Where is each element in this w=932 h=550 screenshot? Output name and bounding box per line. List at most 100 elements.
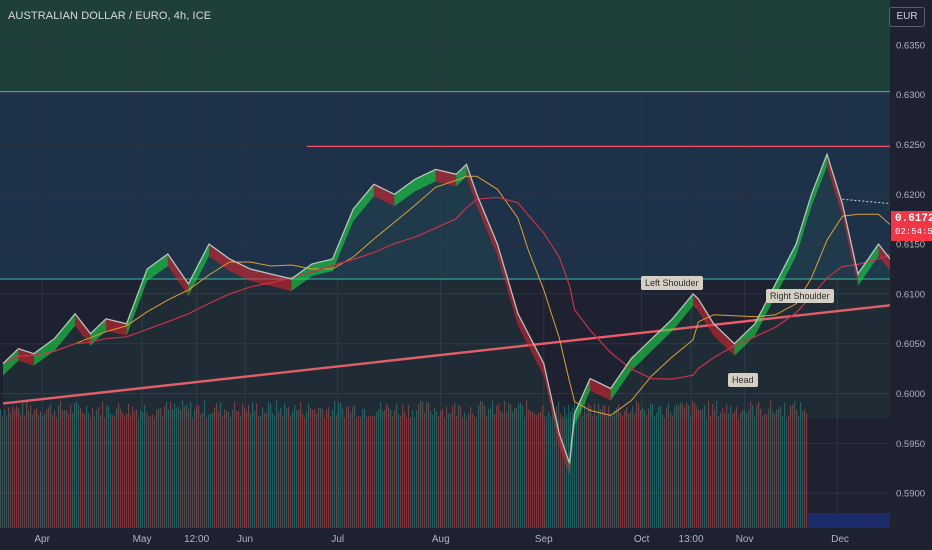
left-shoulder-label[interactable]: Left Shoulder — [641, 276, 703, 290]
volume-bar — [440, 411, 442, 528]
volume-bar — [702, 409, 704, 528]
volume-bar — [248, 404, 250, 528]
volume-bar — [470, 407, 472, 528]
y-tick-label: 0.5950 — [896, 439, 925, 450]
volume-bar — [566, 414, 568, 528]
volume-bar — [512, 411, 514, 528]
volume-bar — [498, 403, 500, 528]
volume-bar — [454, 402, 456, 528]
volume-bar — [284, 403, 286, 528]
volume-bar — [422, 401, 424, 528]
volume-bar — [598, 403, 600, 528]
volume-bar — [522, 405, 524, 528]
grid-lines — [0, 0, 890, 528]
volume-bar — [562, 416, 564, 528]
volume-bar — [442, 408, 444, 528]
volume-legend-box — [808, 513, 890, 528]
volume-bar — [188, 408, 190, 528]
volume-bar — [648, 408, 650, 528]
volume-bar — [232, 409, 234, 528]
volume-bar — [60, 400, 62, 528]
volume-bar — [626, 407, 628, 528]
volume-bar — [482, 402, 484, 528]
volume-bar — [24, 415, 26, 528]
volume-bar — [804, 409, 806, 528]
rising-trendline — [2, 304, 891, 405]
volume-bar — [56, 417, 58, 528]
volume-bar — [48, 407, 50, 528]
head-label[interactable]: Head — [728, 373, 758, 387]
volume-bar — [32, 414, 34, 528]
volume-bar — [0, 409, 2, 528]
volume-bar — [8, 407, 10, 528]
volume-bar — [406, 417, 408, 528]
volume-bar — [212, 412, 214, 528]
price-area — [3, 154, 932, 464]
volume-bar — [620, 412, 622, 528]
ribbon-segment — [827, 154, 843, 217]
volume-bar — [126, 413, 128, 528]
volume-bar — [722, 408, 724, 528]
volume-bar — [40, 411, 42, 528]
volume-bar — [638, 403, 640, 528]
volume-bar — [658, 406, 660, 528]
ribbon-segment — [3, 348, 19, 376]
right-shoulder-label[interactable]: Right Shoulder — [766, 289, 834, 303]
volume-bar — [502, 412, 504, 528]
volume-bar — [742, 410, 744, 528]
volume-bar — [58, 405, 60, 528]
volume-bar — [610, 414, 612, 528]
volume-bar — [764, 413, 766, 528]
volume-bar — [46, 409, 48, 528]
volume-bar — [588, 403, 590, 528]
ribbon-segment — [610, 358, 632, 401]
volume-bar — [546, 416, 548, 528]
volume-bar — [204, 400, 206, 528]
volume-bar — [258, 416, 260, 528]
volume-bar — [672, 415, 674, 528]
volume-bar — [218, 411, 220, 528]
ribbon-segment — [574, 378, 591, 426]
volume-bar — [374, 416, 376, 528]
y-tick-label: 0.5900 — [896, 489, 925, 500]
volume-bar — [4, 410, 6, 528]
volume-bar — [34, 409, 36, 528]
volume-bar — [666, 407, 668, 528]
volume-bar — [74, 402, 76, 528]
volume-bar — [576, 410, 578, 528]
pattern-neckline — [842, 198, 932, 208]
x-tick-label: Aug — [432, 534, 450, 545]
last-price: 0.6172 — [895, 213, 932, 225]
volume-bar — [578, 404, 580, 528]
volume-bar — [464, 412, 466, 528]
volume-bar — [700, 409, 702, 528]
volume-bar — [794, 400, 796, 528]
volume-bar — [602, 405, 604, 528]
volume-bar — [556, 406, 558, 528]
symbol-title: AUSTRALIAN DOLLAR / EURO, 4h, ICE — [8, 10, 212, 22]
volume-bar — [320, 407, 322, 528]
volume-bar — [168, 409, 170, 528]
volume-bar — [118, 402, 120, 528]
volume-bar — [642, 407, 644, 528]
volume-bar — [698, 409, 700, 528]
volume-bar — [688, 405, 690, 528]
volume-bar — [798, 416, 800, 528]
volume-bar — [90, 417, 92, 528]
y-tick-label: 0.6000 — [896, 389, 925, 400]
currency-button[interactable]: EUR — [889, 7, 925, 27]
volume-bar — [142, 411, 144, 528]
volume-bar — [370, 415, 372, 528]
volume-bar — [590, 406, 592, 528]
volume-bar — [542, 405, 544, 528]
volume-bar — [180, 410, 182, 528]
price-axis: 0.6350 0.6300 0.6250 0.6200 0.6150 0.6100 0.60… — [890, 0, 932, 550]
volume-bar — [338, 402, 340, 528]
volume-bar — [386, 403, 388, 528]
volume-bar — [172, 409, 174, 528]
volume-bar — [410, 417, 412, 528]
volume-bar — [202, 412, 204, 528]
volume-bar — [332, 410, 334, 528]
volume-bar — [256, 403, 258, 528]
